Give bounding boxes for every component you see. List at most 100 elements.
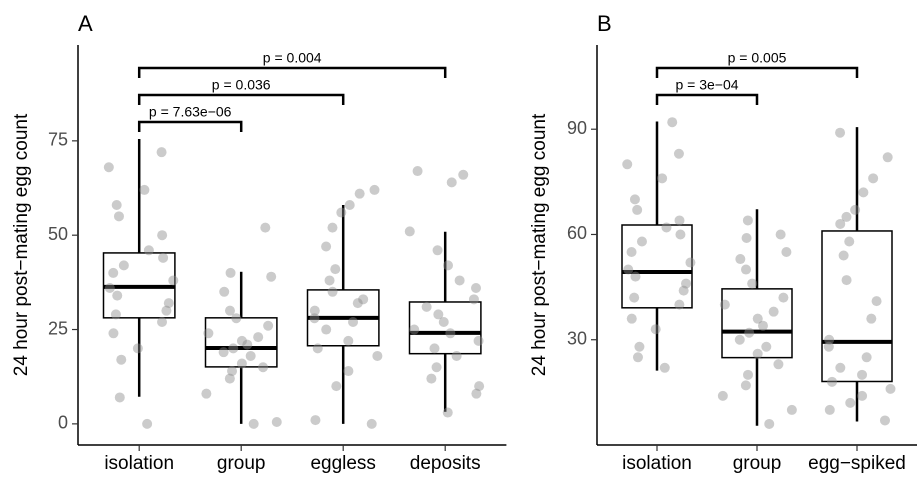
- data-point: [348, 316, 359, 327]
- data-point: [372, 350, 383, 361]
- y-tick-label: 30: [567, 328, 587, 348]
- data-point: [108, 267, 119, 278]
- data-point: [661, 222, 672, 233]
- data-point: [245, 350, 256, 361]
- data-point: [110, 309, 121, 320]
- data-point: [309, 305, 320, 316]
- data-point: [626, 247, 637, 258]
- box: [204, 317, 278, 368]
- data-point: [744, 327, 755, 338]
- y-tick-label: 75: [48, 130, 68, 150]
- data-point: [768, 306, 779, 317]
- box: [721, 288, 793, 359]
- data-point: [743, 369, 754, 380]
- data-point: [157, 230, 168, 241]
- data-point: [761, 341, 772, 352]
- data-point: [225, 267, 236, 278]
- x-tick-label: group: [733, 453, 782, 474]
- data-point: [426, 373, 437, 384]
- data-point: [773, 359, 784, 370]
- data-point: [352, 298, 363, 309]
- data-point: [409, 324, 420, 335]
- data-point: [114, 392, 125, 403]
- data-point: [242, 339, 253, 350]
- data-point: [253, 332, 264, 343]
- data-point: [142, 418, 153, 429]
- data-point: [113, 211, 124, 222]
- data-point: [468, 294, 479, 305]
- comparison-bracket: [137, 93, 345, 105]
- data-point: [844, 236, 855, 247]
- data-point: [629, 292, 640, 303]
- data-point: [458, 169, 469, 180]
- data-point: [474, 381, 485, 392]
- data-point: [158, 252, 169, 263]
- data-point: [685, 257, 696, 268]
- data-point: [321, 241, 332, 252]
- data-point: [454, 275, 465, 286]
- data-point: [108, 328, 119, 339]
- data-point: [630, 271, 641, 282]
- data-point: [118, 260, 129, 271]
- data-point: [366, 418, 377, 429]
- data-point: [438, 316, 449, 327]
- x-tick-label: isolation: [104, 453, 174, 474]
- data-point: [442, 260, 453, 271]
- data-point: [354, 188, 365, 199]
- data-point: [823, 341, 834, 352]
- data-point: [871, 296, 882, 307]
- data-point: [344, 200, 355, 210]
- y-tick-label: 60: [567, 223, 587, 243]
- data-point: [236, 358, 247, 369]
- data-point: [224, 305, 235, 316]
- data-point: [632, 204, 643, 215]
- y-tick-label: 90: [567, 118, 587, 138]
- data-point: [845, 397, 856, 408]
- data-point: [861, 352, 872, 363]
- data-point: [343, 335, 354, 346]
- data-point: [841, 275, 852, 286]
- data-point: [218, 347, 229, 358]
- y-tick-label: 0: [58, 413, 68, 433]
- x-tick-label: group: [217, 453, 266, 474]
- box: [821, 230, 893, 383]
- data-point: [857, 369, 868, 380]
- data-point: [657, 173, 668, 184]
- data-point: [752, 313, 763, 324]
- data-point: [168, 275, 179, 286]
- data-point: [678, 285, 689, 296]
- data-point: [747, 278, 758, 289]
- x-tick-label: eggless: [310, 453, 376, 474]
- data-point: [451, 350, 462, 361]
- comparison-bracket: [655, 66, 859, 78]
- box: [621, 224, 693, 309]
- panel-label: B: [597, 11, 612, 36]
- data-point: [882, 152, 893, 163]
- data-point: [824, 334, 835, 345]
- p-value: p = 0.036: [212, 77, 271, 93]
- data-point: [742, 215, 753, 226]
- data-point: [675, 229, 686, 240]
- data-point: [719, 299, 730, 310]
- data-point: [471, 388, 482, 399]
- data-point: [104, 283, 115, 294]
- data-point: [757, 320, 768, 331]
- comparison-bracket: [137, 120, 243, 132]
- comparison-bracket: [655, 93, 759, 105]
- data-point: [369, 184, 380, 195]
- data-point: [442, 407, 453, 418]
- data-point: [156, 147, 167, 158]
- data-point: [203, 328, 214, 339]
- data-point: [224, 373, 235, 384]
- data-point: [740, 380, 751, 391]
- data-point: [331, 381, 342, 392]
- data-point: [445, 328, 456, 339]
- data-point: [879, 415, 890, 426]
- data-point: [632, 352, 643, 363]
- data-point: [717, 390, 728, 401]
- data-point: [752, 348, 763, 359]
- data-point: [327, 222, 338, 233]
- data-point: [161, 305, 172, 316]
- data-point: [857, 390, 868, 401]
- data-point: [433, 309, 444, 320]
